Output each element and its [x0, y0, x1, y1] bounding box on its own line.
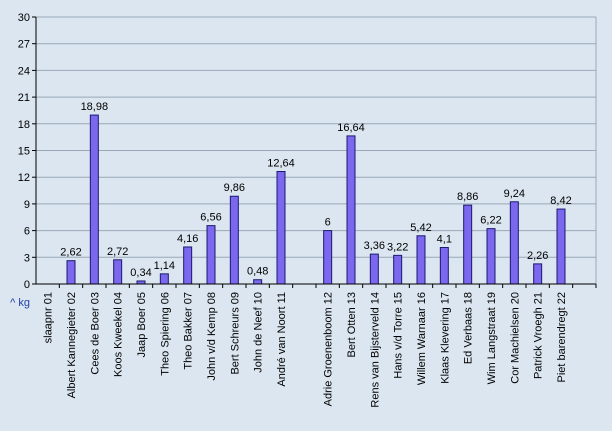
axes: 0 3 6 9 12 15 18 21 24 27 30 slaapnr 01 Albert Kanne… — [18, 12, 597, 408]
bar — [463, 204, 473, 285]
x-tick-label: Hans v/d Torre 15 — [393, 292, 405, 379]
x-tick-label: Rens van Bijsterveld 14 — [369, 292, 381, 408]
bar — [66, 260, 76, 285]
bar — [183, 246, 193, 285]
x-tick-label: Jaap Boer 05 — [136, 292, 148, 357]
data-label: 9,86 — [224, 182, 245, 194]
x-tick-label: John v/d Kemp 08 — [206, 292, 218, 381]
bar — [556, 208, 566, 285]
bar — [253, 279, 263, 285]
data-label: 6,22 — [480, 215, 501, 227]
y-tick-label: 3 — [24, 252, 30, 264]
y-tick-label: 9 — [24, 199, 30, 211]
data-label: 2,62 — [60, 247, 81, 259]
data-label: 5,42 — [410, 222, 431, 234]
x-tick-label: Albert Kannegieter 02 — [66, 292, 78, 398]
x-tick-label: Cor Machielsen 20 — [509, 292, 521, 384]
x-tick-label: Cees de Boer 03 — [89, 292, 101, 375]
data-label: 3,22 — [387, 241, 408, 253]
y-tick-label: 27 — [18, 39, 30, 51]
y-tick-label: 0 — [24, 279, 30, 291]
bar — [206, 225, 216, 285]
x-tick-label: Theo Bakker 07 — [183, 292, 195, 370]
data-labels: 2,6218,982,720,341,144,166,569,860,4812,… — [60, 101, 571, 279]
bar — [486, 228, 496, 285]
y-tick-label: 12 — [18, 172, 30, 184]
x-tick-label: Willem Warnaar 16 — [416, 292, 428, 385]
bar — [416, 235, 426, 285]
data-label: 16,64 — [337, 122, 365, 134]
y-tick-label: 30 — [18, 12, 30, 24]
x-tick-label: Adrie Groenenboom 12 — [323, 292, 335, 406]
x-tick-label: Bert Otten 13 — [346, 292, 358, 357]
y-tick-label: 15 — [18, 146, 30, 158]
data-label: 4,16 — [177, 233, 198, 245]
x-tick-label: John de Neef 10 — [253, 292, 265, 373]
x-tick-label: Theo Spiering 06 — [159, 292, 171, 376]
data-label: 6,56 — [200, 212, 221, 224]
data-label: 18,98 — [81, 101, 109, 113]
data-label: 2,26 — [527, 250, 548, 262]
x-tick-label: André van Noort 11 — [276, 292, 288, 387]
x-tick-label: Klaas Klevering 17 — [439, 292, 451, 384]
bar — [533, 263, 543, 285]
y-axis-unit-label: ^ kg — [10, 297, 30, 309]
data-label: 8,86 — [457, 191, 478, 203]
bar — [346, 135, 356, 285]
data-label: 3,36 — [364, 240, 385, 252]
data-label: 9,24 — [504, 188, 525, 200]
bar — [439, 247, 449, 285]
x-tick-label: Wim Langstraat 19 — [486, 292, 498, 384]
y-tick-label: 21 — [18, 92, 30, 104]
y-tick-label: 24 — [18, 65, 30, 77]
data-label: 1,14 — [154, 260, 175, 272]
bar — [323, 230, 333, 285]
bar — [369, 253, 379, 285]
x-tick-label: slaapnr 01 — [43, 292, 55, 343]
data-label: 0,34 — [130, 267, 151, 279]
data-label: 8,42 — [550, 195, 571, 207]
bar — [276, 171, 286, 285]
y-tick-label: 18 — [18, 119, 30, 131]
bar — [509, 201, 519, 285]
data-label: 12,64 — [267, 158, 295, 170]
bar — [159, 273, 169, 285]
data-label: 4,1 — [437, 234, 452, 246]
y-tick-label: 6 — [24, 226, 30, 238]
bar — [89, 114, 99, 285]
gridlines — [36, 16, 597, 284]
x-tick-label: Piet barendregt 22 — [556, 292, 568, 383]
bar — [393, 254, 403, 285]
x-tick-label: Koos Kweekel 04 — [113, 292, 125, 377]
bar — [229, 195, 239, 285]
data-label: 2,72 — [107, 246, 128, 258]
data-label: 6 — [325, 217, 331, 229]
x-tick-label: Patrick Vroegh 21 — [533, 292, 545, 379]
bar — [113, 259, 123, 285]
x-tick-label: Ed Verbaas 18 — [463, 292, 475, 364]
x-tick-label: Bert Schreurs 09 — [229, 292, 241, 375]
data-label: 0,48 — [247, 266, 268, 278]
